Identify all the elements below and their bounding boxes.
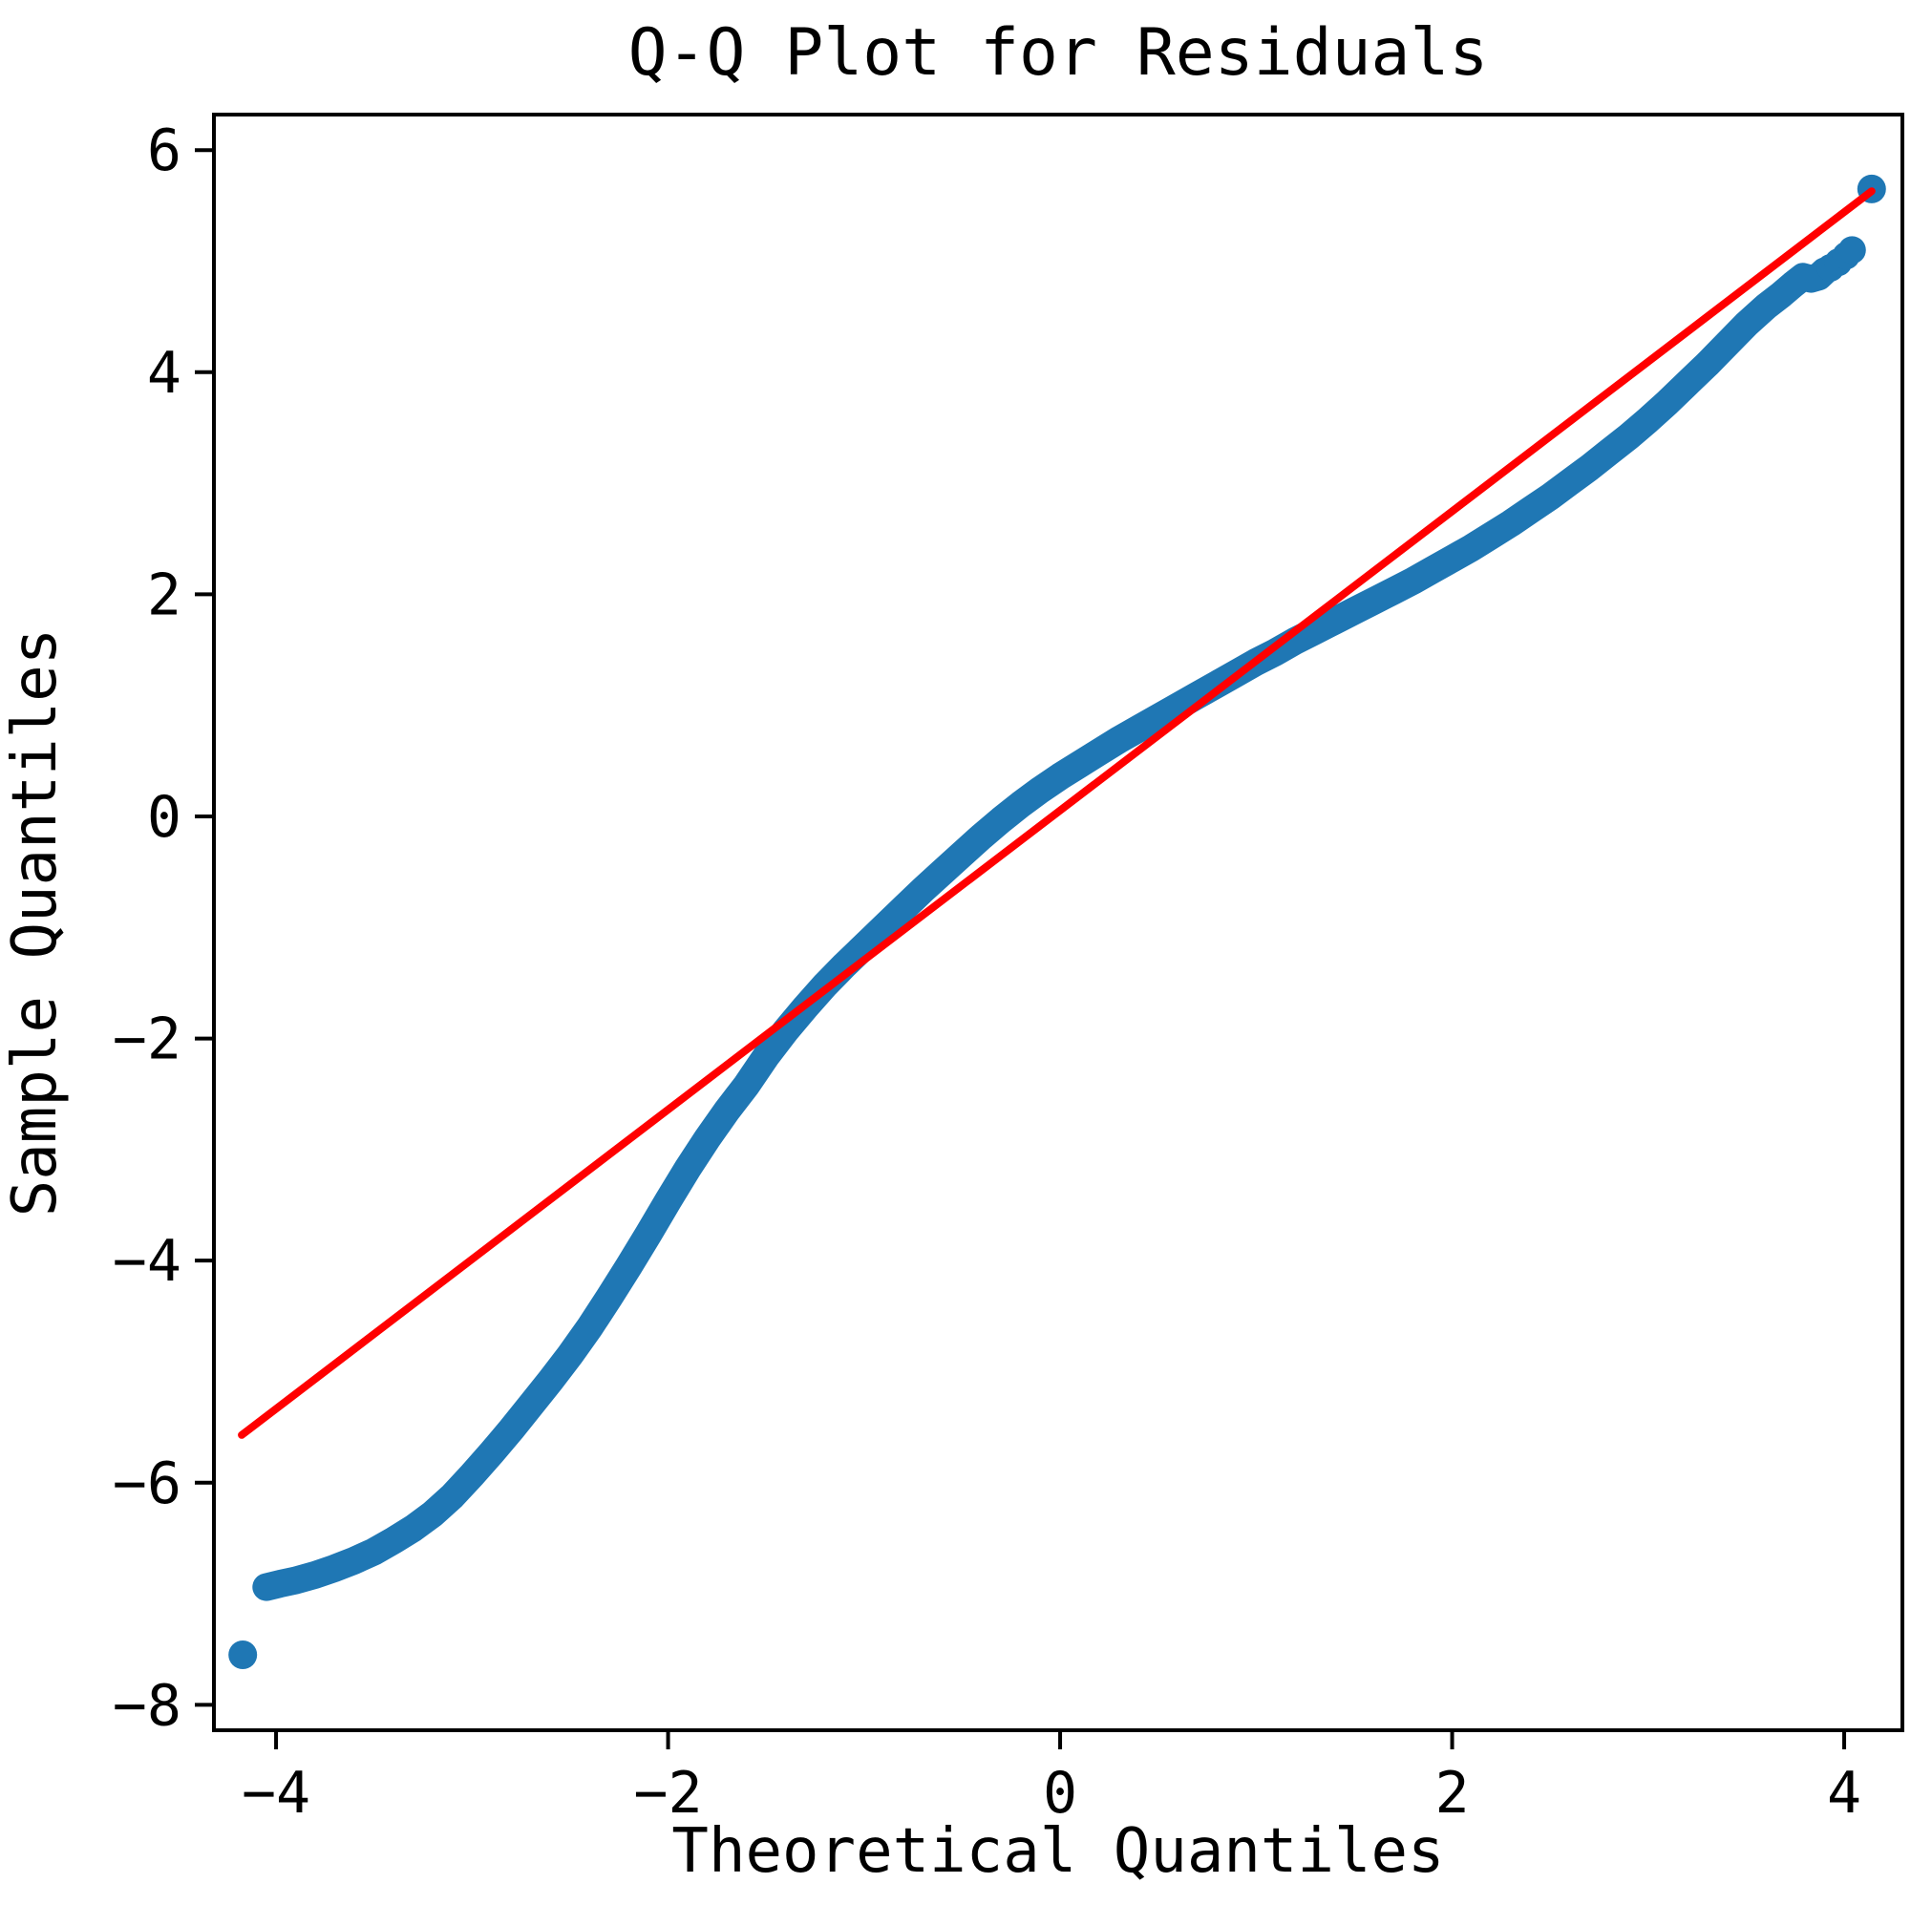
y-axis-label: Sample Quantiles (0, 628, 71, 1217)
chart-title: Q-Q Plot for Residuals (628, 15, 1489, 91)
axis-layer: −4 −2 0 2 4 −8 −6 −4 −2 0 2 4 6 (113, 117, 1861, 1827)
reference-line (238, 187, 1876, 1439)
x-tick-label: 4 (1827, 1760, 1861, 1827)
plot-border (212, 113, 1904, 1732)
y-tick-label: 6 (147, 117, 181, 184)
data-layer (228, 174, 1886, 1669)
y-tick-label: 0 (147, 784, 181, 851)
outlier-point (228, 1640, 258, 1669)
scatter-point-band (252, 257, 1838, 1601)
y-tick-label: −4 (113, 1228, 181, 1295)
y-tick-label: −2 (113, 1006, 181, 1073)
y-tick-label: 4 (147, 340, 181, 407)
y-tick-label: 2 (147, 561, 181, 628)
y-tick-label: −8 (113, 1672, 181, 1739)
x-tick-label: −2 (633, 1760, 702, 1827)
x-tick-label: 0 (1043, 1760, 1077, 1827)
x-tick-label: 2 (1434, 1760, 1469, 1827)
scatter-point (1837, 236, 1866, 265)
x-axis-label: Theoretical Quantiles (671, 1816, 1444, 1887)
y-tick-label: −6 (113, 1450, 181, 1517)
x-tick-label: −4 (242, 1760, 310, 1827)
